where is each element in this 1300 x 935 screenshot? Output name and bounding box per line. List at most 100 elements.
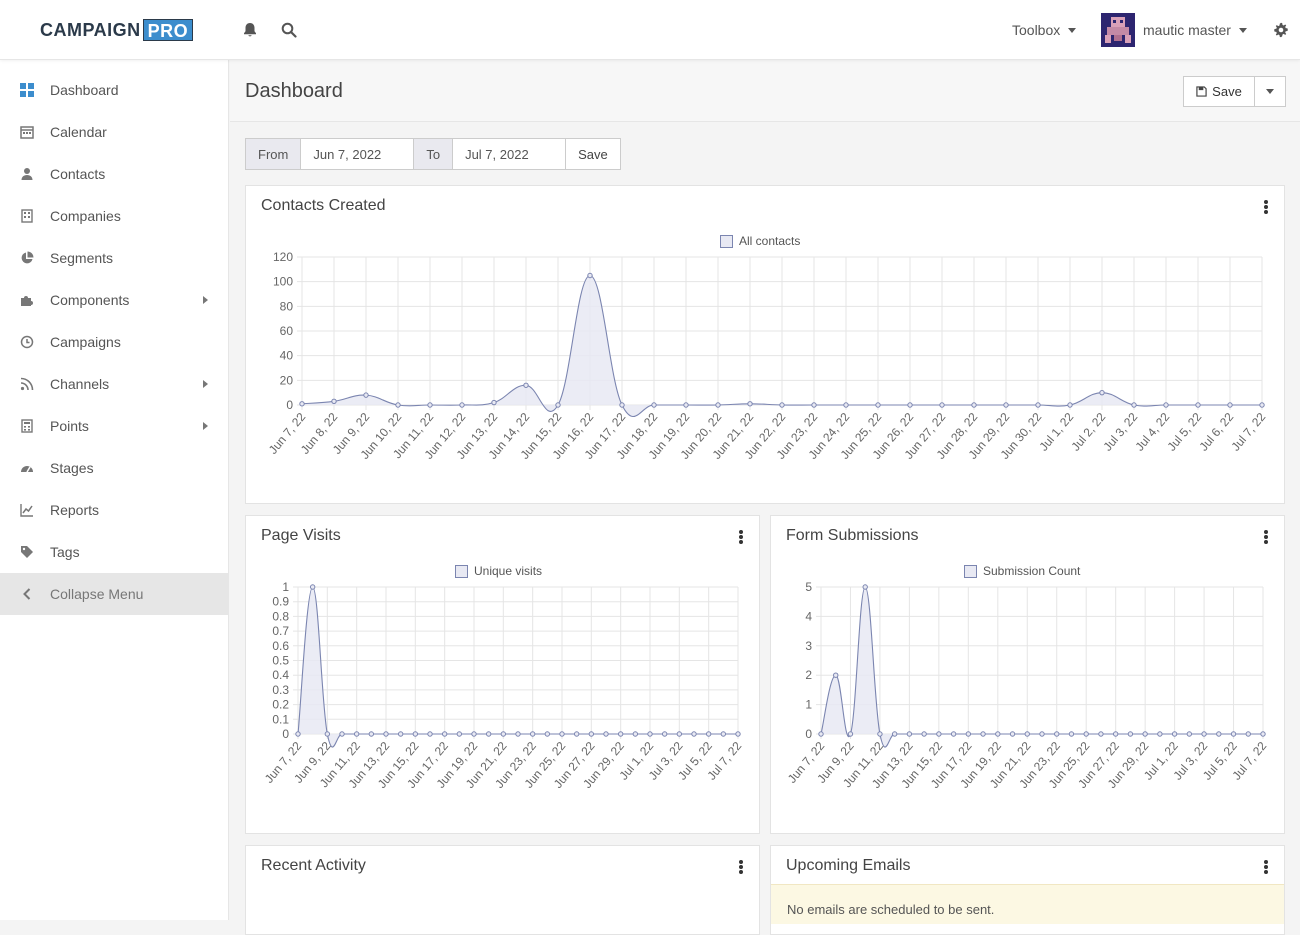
apply-date-button[interactable]: Save: [566, 138, 621, 170]
data-point[interactable]: [779, 402, 785, 408]
data-point[interactable]: [676, 731, 683, 737]
data-point[interactable]: [395, 402, 401, 408]
chart-legend[interactable]: All contacts: [720, 234, 800, 248]
data-point[interactable]: [1195, 402, 1201, 408]
sidebar-item-stages[interactable]: Stages: [0, 447, 228, 489]
sidebar-item-campaigns[interactable]: Campaigns: [0, 321, 228, 363]
data-point[interactable]: [383, 731, 389, 737]
chart-legend[interactable]: Unique visits: [455, 564, 542, 578]
data-point[interactable]: [339, 731, 345, 737]
sidebar-item-components[interactable]: Components: [0, 279, 228, 321]
data-point[interactable]: [1098, 731, 1104, 737]
data-point[interactable]: [412, 731, 419, 737]
data-point[interactable]: [363, 392, 369, 398]
data-point[interactable]: [965, 731, 972, 737]
chart-legend[interactable]: Submission Count: [964, 564, 1080, 578]
data-point[interactable]: [1259, 402, 1265, 408]
data-point[interactable]: [1035, 402, 1041, 408]
kebab-menu-icon[interactable]: [739, 530, 743, 544]
data-point[interactable]: [720, 731, 727, 737]
kebab-menu-icon[interactable]: [739, 860, 743, 874]
sidebar-item-points[interactable]: Points: [0, 405, 228, 447]
bell-icon[interactable]: [240, 20, 260, 40]
data-point[interactable]: [1245, 731, 1251, 737]
avatar[interactable]: [1101, 13, 1135, 47]
data-point[interactable]: [1024, 731, 1030, 737]
data-point[interactable]: [471, 731, 477, 737]
data-point[interactable]: [1039, 731, 1045, 737]
data-point[interactable]: [619, 402, 625, 408]
data-point[interactable]: [877, 731, 883, 737]
data-point[interactable]: [1201, 731, 1207, 737]
data-point[interactable]: [1186, 731, 1193, 737]
data-point[interactable]: [907, 402, 913, 408]
data-point[interactable]: [456, 731, 463, 737]
data-point[interactable]: [661, 731, 668, 737]
data-point[interactable]: [617, 731, 624, 737]
brand-logo[interactable]: CAMPAIGN PRO: [40, 19, 194, 41]
kebab-menu-icon[interactable]: [1264, 200, 1268, 214]
data-point[interactable]: [573, 731, 580, 737]
data-point[interactable]: [500, 731, 507, 737]
sidebar-item-dashboard[interactable]: Dashboard: [0, 69, 228, 111]
data-point[interactable]: [715, 402, 721, 408]
data-point[interactable]: [1230, 731, 1237, 737]
data-point[interactable]: [427, 731, 433, 737]
gear-icon[interactable]: [1271, 20, 1291, 40]
data-point[interactable]: [1067, 402, 1073, 408]
to-date-input[interactable]: Jul 7, 2022: [453, 138, 567, 170]
data-point[interactable]: [939, 402, 945, 408]
data-point[interactable]: [735, 731, 741, 737]
data-point[interactable]: [950, 731, 957, 737]
data-point[interactable]: [1216, 731, 1222, 737]
sidebar-item-segments[interactable]: Segments: [0, 237, 228, 279]
data-point[interactable]: [588, 731, 595, 737]
data-point[interactable]: [862, 584, 868, 590]
data-point[interactable]: [647, 731, 653, 737]
data-point[interactable]: [324, 731, 331, 737]
data-point[interactable]: [891, 731, 898, 737]
data-point[interactable]: [875, 402, 881, 408]
data-point[interactable]: [1163, 402, 1169, 408]
data-point[interactable]: [1142, 731, 1148, 737]
user-menu[interactable]: mautic master: [1143, 22, 1247, 38]
data-point[interactable]: [980, 731, 986, 737]
data-point[interactable]: [368, 731, 375, 737]
data-point[interactable]: [441, 731, 448, 737]
kebab-menu-icon[interactable]: [1264, 530, 1268, 544]
data-point[interactable]: [587, 272, 593, 279]
data-point[interactable]: [1009, 731, 1016, 737]
data-point[interactable]: [921, 731, 927, 737]
data-point[interactable]: [632, 731, 639, 737]
sidebar-item-contacts[interactable]: Contacts: [0, 153, 228, 195]
data-point[interactable]: [1227, 402, 1233, 408]
data-point[interactable]: [705, 731, 712, 737]
data-point[interactable]: [397, 731, 404, 737]
data-point[interactable]: [485, 731, 492, 737]
data-point[interactable]: [1068, 731, 1075, 737]
data-point[interactable]: [295, 731, 301, 737]
data-point[interactable]: [1054, 731, 1060, 737]
data-point[interactable]: [683, 402, 689, 408]
sidebar-item-reports[interactable]: Reports: [0, 489, 228, 531]
data-point[interactable]: [936, 731, 942, 737]
data-point[interactable]: [353, 731, 360, 737]
sidebar-collapse-menu[interactable]: Collapse Menu: [0, 573, 228, 615]
data-point[interactable]: [1260, 731, 1266, 737]
data-point[interactable]: [331, 398, 337, 405]
data-point[interactable]: [427, 402, 433, 408]
save-dropdown-toggle[interactable]: [1255, 76, 1286, 107]
data-point[interactable]: [309, 584, 316, 590]
data-point[interactable]: [995, 731, 1001, 737]
toolbox-menu[interactable]: Toolbox: [1012, 22, 1077, 38]
data-point[interactable]: [818, 731, 824, 737]
data-point[interactable]: [1127, 731, 1134, 737]
data-point[interactable]: [651, 402, 657, 408]
data-point[interactable]: [906, 731, 913, 737]
data-point[interactable]: [515, 731, 521, 737]
save-button[interactable]: Save: [1183, 76, 1255, 107]
sidebar-item-tags[interactable]: Tags: [0, 531, 228, 573]
data-point[interactable]: [1083, 731, 1089, 737]
data-point[interactable]: [491, 399, 497, 406]
data-point[interactable]: [811, 402, 817, 408]
